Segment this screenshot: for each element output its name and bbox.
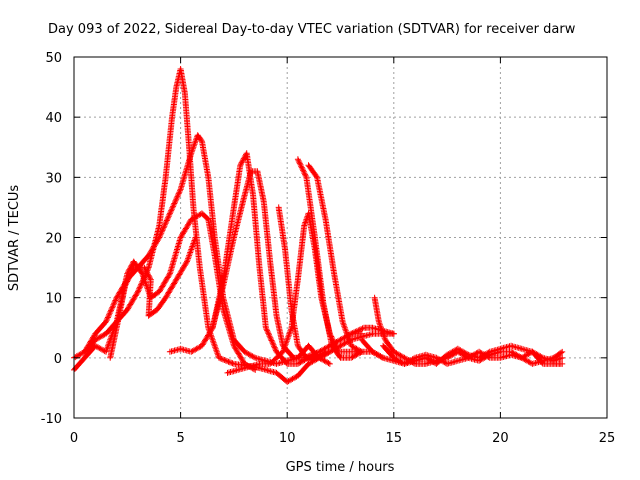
y-tick-label: 10 xyxy=(45,292,62,307)
series-track-9 xyxy=(294,156,365,361)
y-tick-label: 40 xyxy=(45,111,62,126)
y-tick-label: 30 xyxy=(45,171,62,186)
series-track-8 xyxy=(275,204,329,361)
plus-markers xyxy=(294,156,365,361)
plus-markers xyxy=(358,336,566,367)
series-track-14 xyxy=(358,336,566,367)
plus-markers xyxy=(275,204,329,361)
x-tick-label: 0 xyxy=(70,431,78,446)
y-axis-label: SDTVAR / TECUs xyxy=(7,185,22,292)
x-tick-label: 5 xyxy=(176,431,184,446)
series-track-6 xyxy=(209,150,333,367)
plus-markers xyxy=(107,234,199,361)
plus-markers xyxy=(305,162,365,355)
x-axis-ticks: 0 5 10 15 20 25 xyxy=(70,57,615,446)
x-tick-label: 15 xyxy=(386,431,403,446)
y-axis-ticks: -10 0 10 20 30 40 50 xyxy=(41,51,607,427)
y-tick-label: 50 xyxy=(45,51,62,66)
x-tick-label: 20 xyxy=(492,431,509,446)
chart-title: Day 093 of 2022, Sidereal Day-to-day VTE… xyxy=(48,22,576,37)
series-track-4 xyxy=(107,234,199,361)
x-axis-label: GPS time / hours xyxy=(286,460,395,475)
x-tick-label: 25 xyxy=(599,431,616,446)
plus-markers xyxy=(209,150,333,367)
y-tick-label: 0 xyxy=(54,352,62,367)
series-track-10 xyxy=(305,162,365,355)
y-tick-label: 20 xyxy=(45,232,62,247)
y-tick-label: -10 xyxy=(41,412,62,427)
data-points xyxy=(71,66,566,385)
x-tick-label: 10 xyxy=(279,431,296,446)
